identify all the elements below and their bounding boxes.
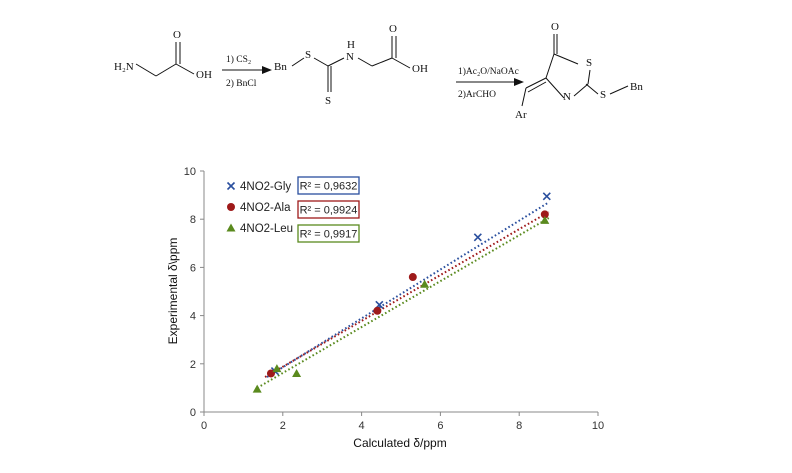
point-4no2-leu (540, 215, 550, 224)
legend-label-4no2-gly: 4NO2-Gly (240, 181, 291, 193)
product-ring-s-label: S (586, 57, 592, 69)
trendline-4no2-gly (266, 201, 550, 378)
point-4no2-leu (420, 279, 430, 288)
x-tick-label: 4 (359, 420, 365, 432)
nh-h-label: H (347, 39, 355, 51)
y-tick-label: 0 (190, 407, 196, 419)
point-4no2-gly (542, 192, 551, 201)
product-o-label: O (551, 21, 559, 33)
step2-reagent-1: 1)Ac₂O/NaOAc (458, 66, 519, 77)
y-tick-label: 8 (190, 214, 196, 226)
point-4no2-leu (272, 364, 282, 373)
nh-n-label: N (346, 51, 354, 63)
point-4no2-leu (292, 368, 302, 377)
x-tick-label: 2 (280, 420, 286, 432)
y-tick-label: 2 (190, 359, 196, 371)
thio-s-label: S (305, 49, 311, 61)
y-tick-label: 10 (184, 166, 196, 178)
trendline-4no2-ala (264, 211, 550, 378)
x-tick-label: 6 (437, 420, 443, 432)
r2-box-4no2-gly (297, 176, 360, 195)
r2-label-4no2-ala: R² = 0,9924 (300, 205, 358, 217)
product-n-label: N (563, 91, 571, 103)
y-tick-label: 4 (190, 311, 196, 323)
step2-reagent-2: 2)ArCHO (458, 89, 496, 100)
y-axis-label: Experimental δ\ppm (166, 238, 180, 345)
product-s-label: S (600, 89, 606, 101)
point-4no2-gly (473, 233, 482, 242)
r2-boxes: R² = 0,9632 R² = 0,9924 R² = 0,9917 (297, 176, 360, 243)
r2-label-4no2-leu: R² = 0,9917 (300, 229, 358, 241)
point-4no2-ala (540, 210, 549, 219)
product-ar-label: Ar (515, 109, 527, 121)
tick-labels: 0 2 4 6 8 10 0 2 4 6 8 10 (184, 166, 604, 432)
x-tick-label: 8 (516, 420, 522, 432)
trendline-4no2-leu (256, 217, 550, 389)
x-axis-label: Calculated δ/ppm (353, 436, 446, 450)
step1-reagent-2: 2) BnCl (226, 78, 257, 89)
step1-reagent-1: 1) CS₂ (226, 54, 251, 65)
legend-marker-4no2-leu (226, 223, 236, 232)
r2-box-4no2-ala (297, 200, 360, 219)
acid-o-label: O (389, 23, 397, 35)
point-4no2-leu (252, 384, 262, 393)
legend: 4NO2-Gly 4NO2-Ala 4NO2-Leu (226, 181, 293, 235)
legend-label-4no2-leu: 4NO2-Leu (240, 223, 293, 235)
thione-s-label: S (325, 95, 331, 107)
acid-oh-label: OH (412, 63, 428, 75)
point-4no2-ala (408, 273, 417, 282)
hydroxyl-label: OH (196, 69, 212, 81)
legend-label-4no2-ala: 4NO2-Ala (240, 202, 291, 214)
amine-label: H₂N (114, 61, 134, 73)
r2-label-4no2-gly: R² = 0,9632 (300, 181, 358, 193)
chart-axes (200, 170, 599, 416)
data-points (252, 192, 551, 393)
x-tick-label: 0 (201, 420, 207, 432)
benzyl-label: Bn (274, 61, 287, 73)
y-tick-label: 6 (190, 262, 196, 274)
legend-marker-4no2-gly (226, 181, 236, 191)
product-bn-label: Bn (630, 81, 643, 93)
r2-box-4no2-leu (297, 224, 360, 243)
reaction-scheme: H₂N O OH 1) CS₂ 2) BnCl Bn S H N S O OH … (114, 21, 643, 121)
carbonyl-o-label: O (173, 29, 181, 41)
trend-lines (256, 201, 550, 389)
point-4no2-ala (373, 306, 382, 315)
x-tick-label: 10 (592, 420, 604, 432)
legend-marker-4no2-ala (227, 203, 235, 211)
